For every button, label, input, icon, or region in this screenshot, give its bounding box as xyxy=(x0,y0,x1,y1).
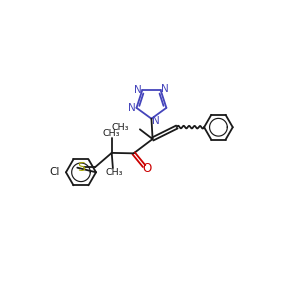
Text: Cl: Cl xyxy=(49,167,59,177)
Text: CH₃: CH₃ xyxy=(105,168,123,177)
Text: N: N xyxy=(161,84,169,94)
Text: N: N xyxy=(152,116,160,125)
Text: N: N xyxy=(134,85,142,94)
Text: N: N xyxy=(128,103,136,113)
Text: CH₃: CH₃ xyxy=(103,129,121,138)
Text: O: O xyxy=(142,162,152,175)
Text: S: S xyxy=(77,161,85,174)
Text: CH₃: CH₃ xyxy=(112,123,130,132)
